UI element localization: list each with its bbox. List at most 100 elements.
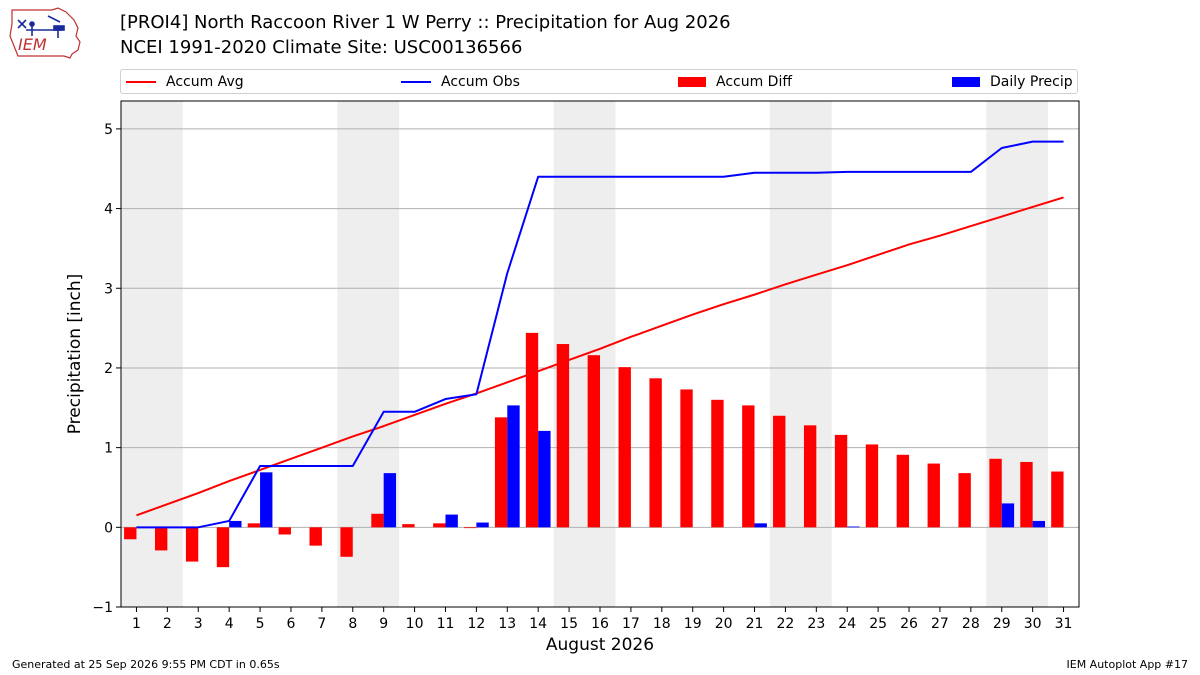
xtick-label: 19 bbox=[684, 616, 702, 632]
daily-precip-bar-29 bbox=[1001, 503, 1015, 528]
xtick-label: 10 bbox=[406, 616, 424, 632]
ytick-label: 5 bbox=[104, 122, 113, 138]
legend-item-accum-avg: Accum Avg bbox=[126, 70, 244, 94]
xtick-label: 16 bbox=[591, 616, 609, 632]
xtick-label: 9 bbox=[379, 616, 388, 632]
accum-diff-bar-8 bbox=[340, 527, 353, 557]
legend-label-accum-obs: Accum Obs bbox=[441, 74, 520, 90]
accum-diff-bar-9 bbox=[371, 513, 384, 528]
xtick-label: 22 bbox=[777, 616, 795, 632]
xtick-label: 20 bbox=[715, 616, 733, 632]
daily-precip-bar-4 bbox=[229, 520, 242, 528]
iem-logo: IEM bbox=[9, 7, 81, 59]
accum-diff-bar-16 bbox=[587, 355, 600, 528]
ytick-label: 1 bbox=[104, 441, 113, 457]
xtick-label: 1 bbox=[132, 616, 141, 632]
daily-precip-bar-9 bbox=[383, 473, 397, 528]
xtick-label: 23 bbox=[807, 616, 825, 632]
legend-swatch-daily-precip bbox=[952, 77, 980, 87]
legend-swatch-accum-obs bbox=[401, 81, 431, 83]
ytick-label: 4 bbox=[104, 202, 113, 218]
xtick-label: 27 bbox=[931, 616, 949, 632]
accum-diff-bar-20 bbox=[711, 399, 724, 528]
accum-diff-bar-19 bbox=[680, 389, 693, 528]
legend-swatch-accum-diff bbox=[678, 77, 706, 87]
accum-obs-line bbox=[136, 140, 1064, 529]
xtick-label: 31 bbox=[1055, 616, 1073, 632]
chart-legend: Accum Avg Accum Obs Accum Diff Daily Pre… bbox=[120, 69, 1078, 94]
accum-diff-bar-30 bbox=[1020, 461, 1033, 528]
legend-label-accum-diff: Accum Diff bbox=[716, 74, 793, 90]
daily-precip-bar-30 bbox=[1032, 520, 1046, 528]
accum-diff-bar-13 bbox=[494, 417, 508, 528]
xtick-label: 18 bbox=[653, 616, 671, 632]
accum-diff-bar-3 bbox=[185, 527, 199, 562]
daily-precip-bar-11 bbox=[445, 514, 458, 528]
accum-diff-bar-11 bbox=[433, 523, 446, 528]
weekend-band-4 bbox=[769, 101, 832, 607]
accum-diff-bar-12 bbox=[464, 527, 477, 529]
daily-precip-bar-14 bbox=[538, 430, 551, 528]
accum-diff-bar-25 bbox=[865, 444, 879, 528]
x-axis-label: August 2026 bbox=[546, 635, 654, 655]
accum-diff-bar-15 bbox=[556, 344, 570, 528]
accum-diff-bar-23 bbox=[803, 425, 817, 528]
chart-subtitle: NCEI 1991-2020 Climate Site: USC00136566 bbox=[120, 37, 523, 58]
accum-diff-bar-4 bbox=[216, 527, 230, 568]
xtick-label: 4 bbox=[225, 616, 234, 632]
accum-diff-bar-7 bbox=[309, 527, 322, 546]
xtick-label: 13 bbox=[498, 616, 516, 632]
legend-swatch-accum-avg bbox=[126, 81, 156, 83]
xtick-label: 3 bbox=[194, 616, 203, 632]
legend-item-accum-obs: Accum Obs bbox=[401, 70, 520, 94]
accum-diff-bar-18 bbox=[649, 378, 662, 528]
daily-precip-bar-5 bbox=[260, 472, 273, 528]
weekend-band-5 bbox=[986, 101, 1049, 607]
accum-diff-bar-27 bbox=[927, 463, 940, 528]
ytick-label: 2 bbox=[104, 361, 113, 377]
accum-diff-bar-21 bbox=[742, 405, 755, 528]
accum-diff-bar-1 bbox=[124, 527, 137, 540]
y-axis-label: Precipitation [inch] bbox=[65, 274, 85, 435]
accum-diff-bar-29 bbox=[989, 458, 1002, 528]
xtick-label: 5 bbox=[256, 616, 265, 632]
daily-precip-bar-13 bbox=[507, 405, 520, 528]
xtick-label: 24 bbox=[838, 616, 856, 632]
accum-diff-bar-2 bbox=[154, 527, 168, 551]
logo-text: IEM bbox=[18, 35, 47, 54]
accum-diff-bar-6 bbox=[278, 527, 291, 535]
xtick-label: 30 bbox=[1024, 616, 1042, 632]
xtick-label: 12 bbox=[467, 616, 485, 632]
accum-avg-line bbox=[136, 196, 1064, 517]
xtick-label: 7 bbox=[317, 616, 326, 632]
legend-item-accum-diff: Accum Diff bbox=[678, 70, 792, 94]
xtick-label: 6 bbox=[287, 616, 296, 632]
xtick-label: 26 bbox=[900, 616, 918, 632]
xtick-label: 29 bbox=[993, 616, 1011, 632]
xtick-label: 14 bbox=[529, 616, 547, 632]
accum-diff-bar-24 bbox=[834, 434, 848, 528]
ytick-label: −1 bbox=[92, 600, 113, 616]
accum-diff-bar-14 bbox=[525, 332, 539, 528]
xtick-label: 21 bbox=[746, 616, 764, 632]
footer-generated: Generated at 25 Sep 2026 9:55 PM CDT in … bbox=[12, 658, 280, 671]
weekend-band-1 bbox=[121, 101, 183, 607]
chart-title: [PROI4] North Raccoon River 1 W Perry ::… bbox=[120, 12, 731, 33]
footer-app: IEM Autoplot App #17 bbox=[1066, 658, 1189, 671]
ytick-label: 3 bbox=[104, 281, 113, 297]
xtick-label: 15 bbox=[560, 616, 578, 632]
accum-diff-bar-17 bbox=[618, 367, 631, 528]
xtick-label: 8 bbox=[348, 616, 357, 632]
ytick-label: 0 bbox=[104, 520, 113, 536]
accum-diff-bar-31 bbox=[1051, 471, 1064, 528]
daily-precip-bar-21 bbox=[754, 523, 767, 528]
accum-diff-bar-28 bbox=[958, 473, 971, 528]
legend-label-accum-avg: Accum Avg bbox=[166, 74, 244, 90]
xtick-label: 11 bbox=[437, 616, 455, 632]
accum-diff-bar-5 bbox=[247, 523, 261, 528]
daily-precip-bar-24 bbox=[847, 526, 860, 528]
legend-item-daily-precip: Daily Precip bbox=[952, 70, 1073, 94]
xtick-label: 17 bbox=[622, 616, 640, 632]
xtick-label: 2 bbox=[163, 616, 172, 632]
